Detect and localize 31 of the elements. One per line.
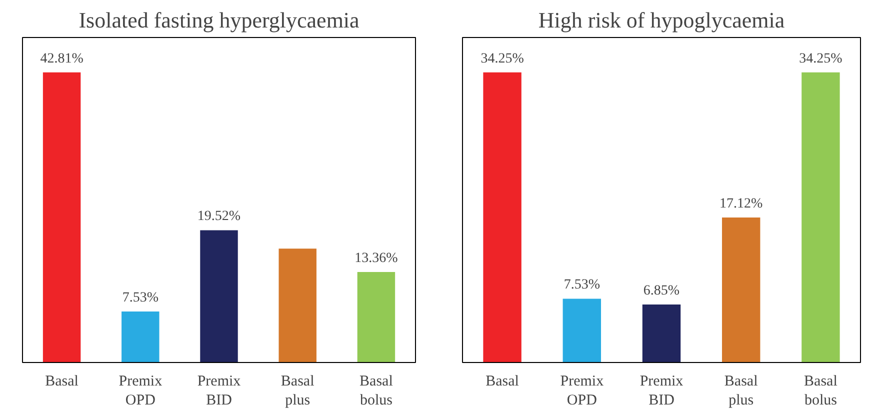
x-tick-label: Basal plus [280, 374, 314, 409]
data-label: 34.25% [480, 51, 524, 66]
bar [562, 298, 602, 362]
bar [802, 72, 840, 362]
x-tick-label: Basal bolus [804, 374, 838, 409]
chart-title: Isolated fasting hyperglycaemia [78, 8, 360, 32]
x-tick-label: Premix BID [197, 374, 242, 409]
bar [122, 311, 160, 362]
bar [722, 217, 760, 362]
bar [357, 272, 396, 362]
chart-title: High risk of hypoglycaemia [538, 8, 785, 32]
x-tick-label: Premix BID [640, 374, 684, 409]
x-tick-label: Basal [45, 374, 78, 390]
x-tick-label: Premix OPD [118, 374, 163, 409]
data-label: 42.81% [40, 51, 84, 66]
data-label: 13.36% [354, 250, 398, 266]
data-label: 6.85% [643, 283, 680, 298]
x-tick-label: Basal plus [724, 374, 758, 409]
data-label: 7.53% [122, 290, 159, 306]
bar [278, 248, 316, 362]
data-label: 17.12% [720, 196, 764, 212]
bar [200, 230, 238, 362]
x-tick-label: Basal [486, 374, 519, 390]
x-tick-label: Premix OPD [560, 374, 604, 409]
data-label: 34.25% [799, 51, 843, 66]
bar [42, 72, 81, 362]
x-tick-label: Basal bolus [360, 374, 393, 409]
bar [483, 72, 522, 362]
bar [642, 304, 681, 362]
data-label: 19.52% [197, 209, 241, 224]
data-label: 7.53% [564, 278, 600, 293]
